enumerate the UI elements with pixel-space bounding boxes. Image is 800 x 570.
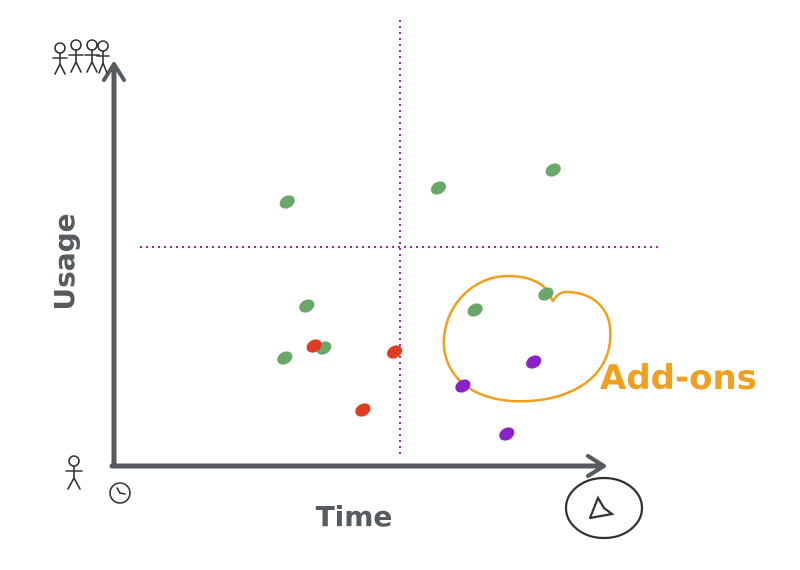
data-point-0-7 (545, 163, 561, 177)
group-of-people-icon (52, 39, 110, 75)
data-point-0-4 (430, 181, 447, 195)
data-point-2-2 (526, 355, 542, 369)
add-ons-circle (442, 274, 612, 403)
data-point-2-1 (499, 427, 515, 441)
single-person-icon (65, 455, 83, 490)
add-ons-label: Add-ons (600, 358, 757, 398)
x-axis-arrowhead (586, 454, 606, 478)
large-clock-icon (564, 476, 644, 540)
data-point-1-0 (306, 339, 322, 353)
small-clock-icon (109, 482, 131, 504)
data-point-1-2 (387, 345, 403, 359)
data-point-0-6 (538, 287, 554, 301)
y-axis-label: Usage (48, 213, 81, 310)
data-points (277, 163, 561, 441)
data-point-2-0 (455, 379, 471, 393)
y-axis-arrowhead (102, 62, 126, 82)
data-point-0-5 (467, 303, 483, 317)
data-point-1-1 (355, 403, 371, 417)
data-point-0-2 (277, 351, 293, 365)
data-point-0-1 (299, 299, 315, 313)
x-axis-label: Time (316, 500, 393, 533)
data-point-0-0 (279, 195, 295, 209)
